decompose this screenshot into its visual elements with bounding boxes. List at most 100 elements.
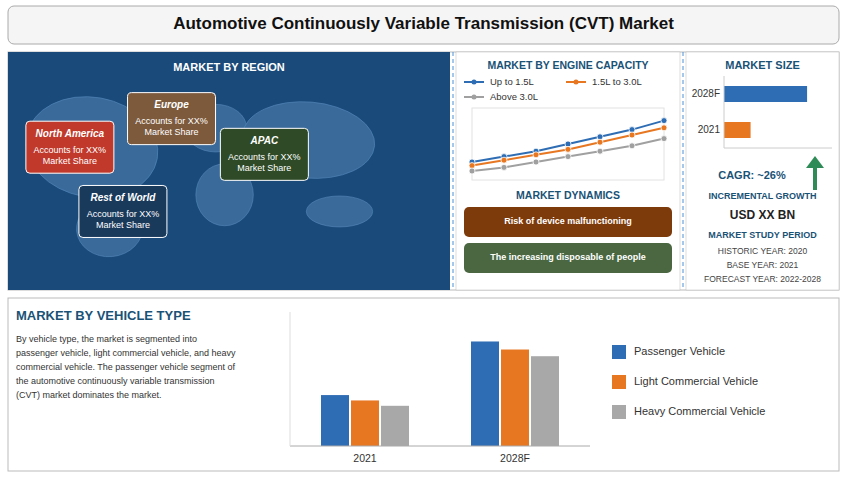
point	[533, 152, 539, 158]
bar	[381, 406, 409, 446]
region-text-line: Market Share	[43, 156, 97, 166]
x-axis-line	[290, 446, 590, 447]
bar	[351, 400, 379, 446]
point	[565, 146, 571, 152]
dynamics-text: Risk of device malfunctioning	[504, 216, 632, 226]
point	[501, 164, 507, 170]
growth-arrow-head	[806, 156, 824, 168]
point	[629, 143, 635, 149]
divider	[453, 52, 454, 290]
region-text-line: Market Share	[237, 163, 291, 173]
section-title: MARKET BY ENGINE CAPACITY	[487, 59, 648, 71]
series-line	[472, 139, 664, 171]
point	[629, 132, 635, 138]
x-tick-label: 2028F	[500, 452, 530, 464]
region-name: Europe	[154, 99, 189, 110]
divider	[683, 52, 684, 290]
region-box	[220, 128, 308, 180]
region-text-line: Accounts for XX%	[135, 117, 208, 127]
size-text: CAGR: ~26%	[718, 169, 786, 181]
region-text: Accounts for XX%Market Share	[135, 117, 208, 138]
region-text: Accounts for XX%Market Share	[228, 152, 301, 173]
legend-swatch	[612, 375, 626, 389]
point	[597, 148, 603, 154]
point	[661, 136, 667, 142]
bottom-row	[8, 298, 839, 471]
legend-marker	[472, 95, 477, 100]
region-box	[79, 185, 167, 237]
point	[661, 118, 667, 124]
legend-label: Up to 1.5L	[490, 76, 534, 87]
point	[597, 139, 603, 145]
region-text-line: Accounts for XX%	[34, 145, 107, 155]
series-line	[472, 121, 664, 162]
legend-swatch	[612, 405, 626, 419]
size-text: USD XX BN	[730, 208, 795, 222]
bar	[724, 86, 807, 102]
y-axis-line	[290, 312, 291, 446]
region-box	[128, 93, 216, 145]
legend-marker	[472, 80, 477, 85]
description-line: (CVT) market dominates the market.	[16, 390, 162, 400]
panel	[456, 52, 680, 290]
bar	[724, 122, 751, 138]
size-text: BASE YEAR: 2021	[727, 260, 799, 270]
x-tick-label: 2021	[353, 452, 377, 464]
legend-label: Above 3.0L	[490, 91, 538, 102]
y-tick-label: 2021	[698, 124, 721, 135]
bar	[531, 356, 559, 446]
section-title: MARKET BY VEHICLE TYPE	[16, 308, 191, 323]
region-text-line: Market Share	[145, 128, 199, 138]
description-line: the automotive continuously variable tra…	[16, 376, 215, 386]
dynamics-box	[464, 207, 672, 237]
y-tick-label: 2028F	[692, 88, 720, 99]
section-title: MARKET DYNAMICS	[516, 189, 620, 201]
plot-area	[321, 341, 559, 446]
size-text: MARKET STUDY PERIOD	[708, 230, 817, 240]
y-axis-line	[724, 76, 725, 148]
map-background	[8, 52, 450, 290]
x-axis-line	[724, 148, 832, 149]
region-text: Accounts for XX%Market Share	[34, 145, 107, 166]
legend-label: 1.5L to 3.0L	[592, 76, 642, 87]
bar	[471, 341, 499, 446]
bar	[321, 395, 349, 446]
plot-area	[469, 118, 667, 174]
legend-label: Light Commercial Vehicle	[634, 375, 758, 387]
title-box	[8, 6, 839, 44]
point	[501, 157, 507, 163]
point	[533, 159, 539, 165]
region-text-line: Market Share	[96, 220, 150, 230]
region-name: Rest of World	[91, 192, 157, 203]
region-text-line: Accounts for XX%	[87, 209, 160, 219]
continent	[306, 196, 372, 227]
series-line	[472, 128, 664, 166]
plot-frame	[472, 108, 664, 180]
region-name: North America	[36, 128, 105, 139]
description: By vehicle type, the market is segmented…	[16, 334, 236, 400]
panel	[686, 52, 839, 290]
plot-area	[724, 86, 807, 138]
legend-swatch	[612, 345, 626, 359]
legend-marker	[574, 80, 579, 85]
size-text: HISTORIC YEAR: 2020	[718, 246, 808, 256]
point	[469, 168, 475, 174]
description-line: passenger vehicle, light commercial vehi…	[16, 348, 236, 358]
point	[565, 154, 571, 160]
region-text-line: Accounts for XX%	[228, 152, 301, 162]
bar	[501, 350, 529, 446]
legend-label: Heavy Commercial Vehicle	[634, 405, 765, 417]
point	[661, 125, 667, 131]
region-name: APAC	[250, 135, 279, 146]
description-line: By vehicle type, the market is segmented…	[16, 334, 197, 344]
section-title: MARKET BY REGION	[173, 61, 285, 73]
dynamics-box	[464, 243, 672, 273]
dynamics-text: The increasing disposable of people	[490, 252, 646, 262]
region-box	[26, 121, 114, 173]
legend-label: Passenger Vehicle	[634, 345, 725, 357]
section-title: MARKET SIZE	[725, 59, 800, 71]
size-text: INCREMENTAL GROWTH	[708, 191, 816, 201]
description-line: commercial vehicle. The passenger vehicl…	[16, 362, 235, 372]
size-text: FORECAST YEAR: 2022-2028	[704, 274, 821, 284]
region-text: Accounts for XX%Market Share	[87, 209, 160, 230]
